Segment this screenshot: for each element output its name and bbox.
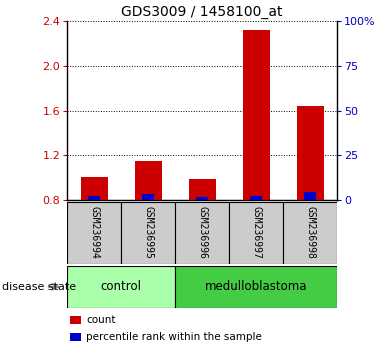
Bar xyxy=(175,266,337,308)
Bar xyxy=(70,333,80,341)
Text: GSM236996: GSM236996 xyxy=(197,206,207,259)
Text: GSM236994: GSM236994 xyxy=(89,206,99,259)
Bar xyxy=(70,316,80,324)
Bar xyxy=(67,202,121,264)
Text: percentile rank within the sample: percentile rank within the sample xyxy=(86,332,262,342)
Bar xyxy=(67,266,175,308)
Bar xyxy=(296,106,324,200)
Text: GSM236997: GSM236997 xyxy=(251,206,261,259)
Text: medulloblastoma: medulloblastoma xyxy=(205,280,307,293)
Bar xyxy=(134,161,162,200)
Bar xyxy=(88,195,100,200)
Bar xyxy=(188,179,216,200)
Bar xyxy=(142,194,154,200)
Title: GDS3009 / 1458100_at: GDS3009 / 1458100_at xyxy=(121,5,283,19)
Bar xyxy=(121,202,175,264)
Bar xyxy=(196,197,208,200)
Text: GSM236998: GSM236998 xyxy=(305,206,315,259)
Bar xyxy=(229,202,283,264)
Bar xyxy=(283,202,337,264)
Text: disease state: disease state xyxy=(2,282,76,292)
Bar xyxy=(242,30,270,200)
Text: control: control xyxy=(100,280,142,293)
Text: count: count xyxy=(86,315,115,325)
Bar xyxy=(250,196,262,200)
Bar xyxy=(80,177,108,200)
Text: GSM236995: GSM236995 xyxy=(143,206,153,259)
Bar xyxy=(175,202,229,264)
Bar xyxy=(304,192,316,200)
